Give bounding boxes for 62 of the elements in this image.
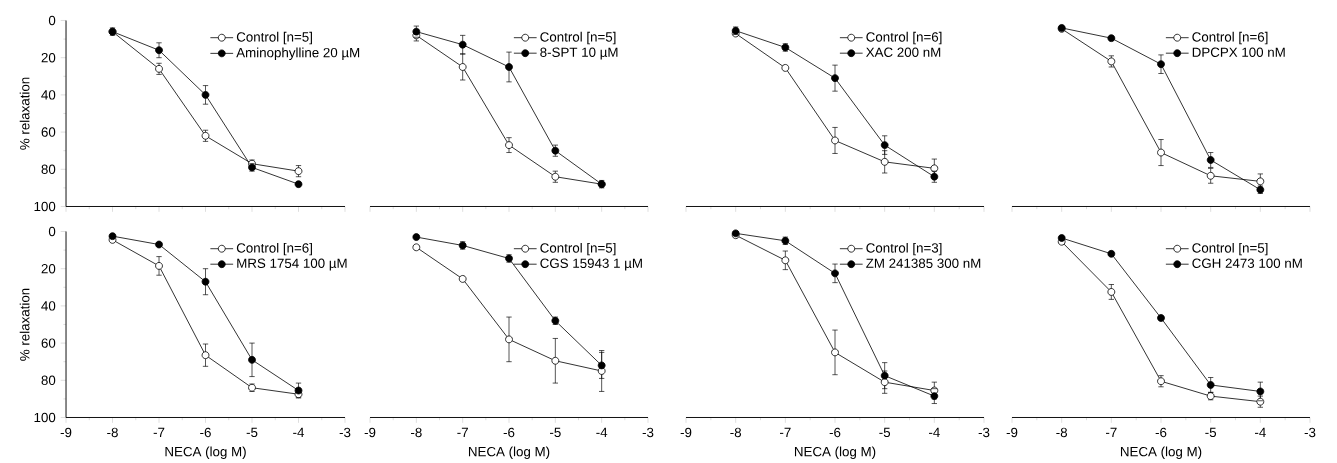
x-tick-label: -9 [60,427,72,438]
x-axis-title: NECA (log M) [1120,446,1202,459]
x-tick-label: -8 [1056,427,1068,438]
x-tick-label: -5 [550,427,561,438]
x-tick-label: -8 [107,427,118,438]
legend-label: CGH 2473 100 nM [1192,258,1302,268]
legend-label: ZM 241385 300 nM [866,258,981,268]
y-tick-label: 100 [34,201,56,212]
x-tick-label: -6 [829,427,841,438]
x-tick-label: -6 [200,427,211,438]
x-tick-label: -3 [978,427,990,438]
y-tick-label: 80 [41,375,56,386]
x-axis-title: NECA (log M) [794,446,876,459]
x-tick-label: -4 [1254,427,1266,437]
legend-label: DPCPX 100 nM [1192,47,1285,57]
x-tick-label: -3 [642,427,654,438]
x-tick-label: -5 [1205,427,1217,438]
legend-label: Control [n=6] [866,31,942,45]
x-tick-label: -4 [929,427,940,437]
x-tick-label: -9 [364,427,376,438]
x-tick-label: -6 [503,427,515,438]
x-tick-label: -4 [596,427,608,437]
legend-label: Aminophylline 20 µM [236,47,360,60]
legend-label: Control [n=3] [866,242,942,256]
y-tick-label: 0 [48,15,56,26]
y-tick-label: 100 [34,412,56,423]
y-tick-label: 0 [48,226,56,237]
y-tick-label: 20 [41,52,56,63]
legend-label: XAC 200 nM [866,47,941,57]
legend-label: Control [n=5] [1192,242,1268,256]
y-tick-label: 60 [41,338,56,348]
y-tick-label: 20 [41,263,56,274]
x-tick-label: -7 [780,427,791,437]
y-tick-label: 80 [41,164,56,174]
legend-label: CGS 15943 1 µM [540,258,642,271]
x-tick-label: -5 [879,427,891,438]
y-axis-title: % relaxation [19,288,30,361]
y-axis-title: % relaxation [19,77,30,150]
x-tick-label: -7 [153,427,165,437]
x-tick-label: -7 [1106,427,1117,437]
x-tick-label: -9 [1006,427,1018,438]
x-axis-title: NECA (log M) [468,446,550,459]
y-tick-label: 60 [41,127,56,137]
legend-label: 8-SPT 10 µM [540,47,618,60]
x-tick-label: -3 [339,427,351,438]
x-tick-label: -3 [1304,427,1316,438]
x-tick-label: -8 [730,427,742,438]
x-tick-label: -6 [1155,427,1167,438]
legend-label: Control [n=5] [540,31,616,45]
x-tick-label: -5 [246,427,258,438]
x-tick-label: -9 [680,427,692,438]
x-tick-label: -8 [411,427,422,438]
x-tick-label: -4 [293,427,305,437]
legend-label: MRS 1754 100 µM [237,258,347,271]
y-tick-label: 40 [41,301,56,311]
legend-label: Control [n=6] [1192,31,1268,45]
legend-label: Control [n=5] [236,31,312,45]
y-tick-label: 40 [41,90,56,100]
legend-label: Control [n=5] [540,242,616,256]
x-axis-title: NECA (log M) [165,446,246,459]
legend-label: Control [n=6] [236,242,312,256]
x-tick-label: -7 [457,427,468,437]
